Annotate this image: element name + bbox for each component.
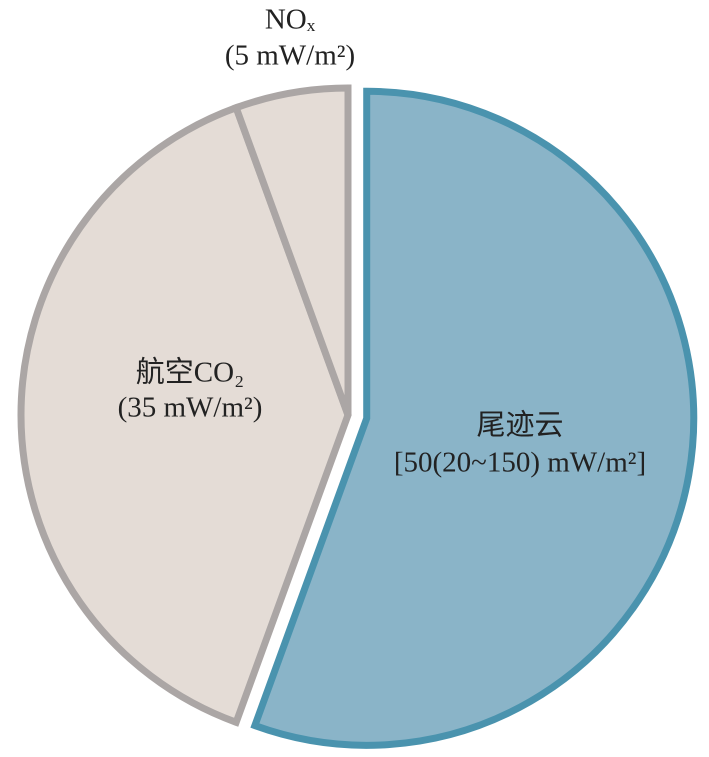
slice-label: 航空CO₂ [136,356,244,389]
slice-value-label: (35 mW/m²) [118,392,263,424]
slice-value-label: [50(20~150) mW/m²] [394,447,646,479]
slice-label: NOₓ [265,4,316,36]
slice-value-label: (5 mW/m²) [225,40,355,72]
pie-slice [17,103,352,727]
pie-slice [231,84,352,417]
slice-label: 尾迹云 [476,409,563,442]
pie-slice [250,87,698,749]
